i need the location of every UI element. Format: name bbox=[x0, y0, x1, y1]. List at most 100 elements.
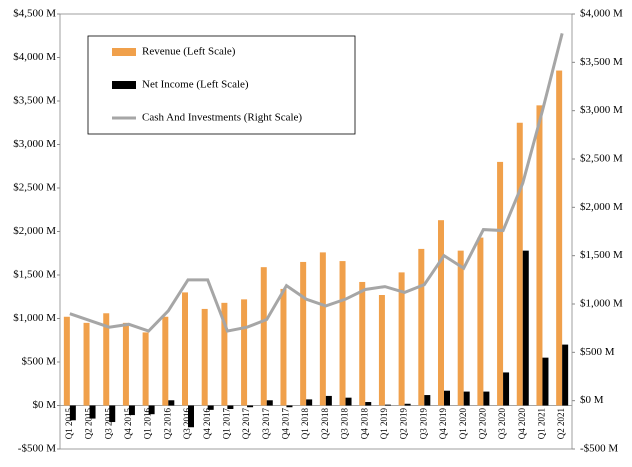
y2-tick-label: $2,500 M bbox=[580, 153, 623, 165]
bar bbox=[319, 252, 326, 406]
x-tick-label: Q1 2019 bbox=[379, 408, 389, 440]
x-tick-label: Q2 2015 bbox=[84, 408, 94, 440]
bar bbox=[103, 313, 110, 406]
x-tick-label: Q3 2015 bbox=[103, 408, 113, 440]
bar bbox=[69, 405, 76, 421]
bar bbox=[221, 302, 228, 406]
bar bbox=[227, 405, 234, 409]
bar bbox=[542, 357, 549, 406]
legend-label: Cash And Investments (Right Scale) bbox=[142, 112, 302, 124]
bar bbox=[182, 292, 188, 406]
bar bbox=[477, 237, 484, 406]
bar bbox=[398, 272, 405, 406]
bar bbox=[503, 372, 510, 406]
y2-tick-label: $1,500 M bbox=[580, 249, 623, 261]
bar bbox=[148, 405, 155, 415]
bar bbox=[463, 391, 470, 406]
line bbox=[69, 32, 564, 333]
bar bbox=[89, 405, 96, 419]
y2-tick-label: $2,000 M bbox=[580, 201, 623, 213]
y2-tick-label: -$500 M bbox=[580, 443, 618, 455]
bar bbox=[522, 250, 529, 406]
y2-tick-label: $4,000 M bbox=[580, 8, 623, 20]
bar bbox=[63, 316, 70, 406]
x-tick-label: Q3 2018 bbox=[340, 408, 350, 440]
y-tick-label: $1,000 M bbox=[13, 312, 56, 324]
x-tick-label: Q2 2021 bbox=[556, 408, 566, 439]
bar bbox=[142, 332, 149, 406]
x-tick-label: Q4 2019 bbox=[438, 408, 448, 440]
bar bbox=[497, 161, 504, 406]
bar bbox=[168, 400, 175, 406]
bar bbox=[457, 250, 464, 406]
y2-tick-label: $3,000 M bbox=[580, 104, 623, 116]
y-tick-label: $4,500 M bbox=[13, 8, 56, 20]
y-tick-label: $1,500 M bbox=[13, 269, 56, 281]
x-tick-label: Q2 2016 bbox=[162, 408, 172, 440]
bar bbox=[280, 288, 287, 406]
bar bbox=[122, 322, 129, 406]
bar bbox=[162, 316, 169, 406]
bar bbox=[418, 248, 425, 406]
y-tick-label: $2,000 M bbox=[13, 225, 56, 237]
legend-swatch bbox=[112, 48, 136, 56]
x-tick-label: Q2 2020 bbox=[477, 408, 487, 440]
bar bbox=[444, 390, 450, 406]
legend-label: Revenue (Left Scale) bbox=[142, 46, 236, 58]
x-tick-label: Q3 2016 bbox=[182, 408, 192, 440]
x-tick-label: Q2 2019 bbox=[399, 408, 409, 440]
bar bbox=[325, 395, 332, 406]
x-tick-label: Q1 2020 bbox=[458, 408, 468, 440]
x-tick-label: Q4 2016 bbox=[202, 408, 212, 440]
bar bbox=[384, 404, 391, 406]
y2-tick-label: $0 M bbox=[580, 394, 604, 406]
x-tick-label: Q1 2017 bbox=[221, 408, 231, 440]
x-tick-label: Q4 2017 bbox=[281, 408, 291, 440]
bar bbox=[207, 405, 214, 410]
y-tick-label: $2,500 M bbox=[13, 182, 56, 194]
y2-tick-label: $3,500 M bbox=[580, 56, 623, 68]
bar bbox=[359, 281, 366, 406]
bar bbox=[556, 70, 563, 406]
bar bbox=[241, 299, 248, 406]
bar bbox=[188, 405, 194, 428]
bar bbox=[83, 322, 90, 406]
bar bbox=[424, 395, 431, 406]
bar bbox=[516, 122, 523, 406]
bar bbox=[286, 405, 293, 408]
x-tick-label: Q4 2018 bbox=[359, 408, 369, 440]
y-tick-label: $3,000 M bbox=[13, 138, 56, 150]
bar bbox=[201, 308, 208, 406]
x-tick-label: Q2 2018 bbox=[320, 408, 330, 440]
legend-swatch bbox=[112, 81, 136, 89]
y-tick-label: $500 M bbox=[21, 356, 56, 368]
x-tick-label: Q2 2017 bbox=[241, 408, 251, 440]
bar bbox=[365, 402, 372, 406]
bar bbox=[438, 220, 444, 406]
x-tick-label: Q4 2020 bbox=[517, 408, 527, 440]
bar bbox=[339, 261, 346, 406]
bar bbox=[260, 267, 267, 406]
y2-tick-label: $500 M bbox=[580, 346, 615, 358]
x-tick-label: Q1 2021 bbox=[537, 408, 547, 439]
y-tick-label: $3,500 M bbox=[13, 95, 56, 107]
x-tick-label: Q1 2015 bbox=[64, 408, 74, 440]
y-tick-label: $4,000 M bbox=[13, 51, 56, 63]
bar bbox=[300, 261, 307, 406]
bar bbox=[483, 391, 490, 406]
bar bbox=[345, 397, 352, 406]
bar bbox=[247, 405, 254, 408]
bar bbox=[536, 105, 543, 406]
x-tick-label: Q3 2020 bbox=[497, 408, 507, 440]
bar bbox=[404, 403, 411, 406]
bar bbox=[266, 400, 273, 406]
bar bbox=[378, 295, 385, 406]
x-tick-label: Q1 2016 bbox=[143, 408, 153, 440]
y-tick-label: $0 M bbox=[32, 399, 56, 411]
bar bbox=[562, 344, 569, 406]
bar bbox=[128, 405, 135, 416]
x-tick-label: Q3 2019 bbox=[418, 408, 428, 440]
y-tick-label: -$500 M bbox=[18, 443, 56, 455]
y2-tick-label: $1,000 M bbox=[580, 298, 623, 310]
